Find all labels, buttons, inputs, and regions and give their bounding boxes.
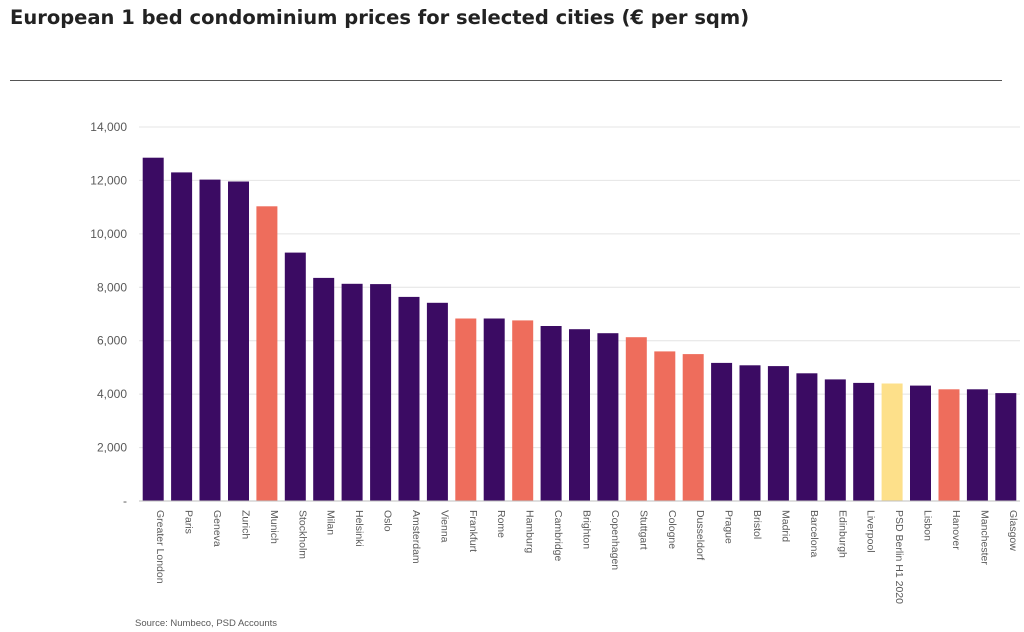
x-tick-label: Paris — [183, 510, 195, 534]
bar — [824, 379, 846, 501]
y-axis: - 2,000 4,000 6,000 8,000 10,000 12,000 14,000 — [90, 120, 127, 508]
x-tick-label: Greater London — [154, 510, 166, 584]
bar — [540, 326, 562, 501]
bar — [256, 206, 278, 502]
x-tick-label: Brighton — [581, 510, 593, 549]
bar — [426, 302, 448, 501]
x-tick-label: Stockholm — [296, 510, 308, 559]
bar — [370, 284, 392, 501]
bars — [142, 157, 1017, 502]
x-axis: Greater London Paris Geneva Zurich Munich Sto… — [139, 500, 1020, 604]
y-tick-label: 2,000 — [97, 441, 127, 455]
bar — [739, 365, 761, 501]
bar — [910, 385, 931, 501]
y-tick-label: 10,000 — [90, 227, 127, 241]
bar — [142, 157, 164, 501]
x-tick-label: Zurich — [240, 510, 252, 539]
bar — [569, 329, 590, 501]
x-tick-label: Hanover — [950, 510, 962, 550]
x-tick-label: Hamburg — [524, 510, 536, 553]
x-tick-label: Liverpool — [865, 510, 877, 553]
x-tick-label: Oslo — [382, 510, 394, 532]
y-tick-label: 14,000 — [90, 120, 127, 134]
bar — [711, 362, 733, 501]
x-tick-label: Glasgow — [1007, 510, 1019, 551]
x-tick-label: Manchester — [978, 510, 990, 565]
bar — [228, 181, 249, 501]
bar — [938, 389, 960, 501]
bar — [767, 366, 789, 501]
source-note: Source: Numbeco, PSD Accounts — [135, 618, 278, 629]
x-tick-label: Cambridge — [552, 510, 564, 562]
y-tick-label: 12,000 — [90, 173, 127, 187]
x-tick-label: Amsterdam — [410, 510, 422, 564]
x-tick-label: Edinburgh — [836, 510, 848, 558]
bar — [853, 382, 875, 501]
bar — [995, 393, 1017, 501]
x-tick-label: Prague — [723, 510, 735, 544]
bar — [398, 296, 420, 501]
bar — [597, 333, 619, 501]
x-tick-label: Vienna — [438, 510, 450, 543]
bar — [483, 318, 505, 501]
x-tick-label: PSD Berlin H1 2020 — [893, 510, 905, 604]
bar — [313, 277, 335, 501]
bar — [881, 383, 903, 501]
y-tick-label: - — [123, 494, 127, 508]
bar — [625, 337, 647, 501]
x-tick-label: Barcelona — [808, 510, 820, 557]
bar — [512, 320, 534, 501]
bar — [341, 283, 363, 501]
x-tick-label: Rome — [495, 510, 507, 538]
x-tick-label: Geneva — [211, 510, 223, 547]
bar — [171, 172, 193, 501]
x-tick-label: Lisbon — [922, 510, 934, 541]
chart-title: European 1 bed condominium prices for se… — [10, 6, 750, 29]
x-tick-label: Frankfurt — [467, 510, 479, 552]
bar — [199, 179, 221, 501]
title-divider — [10, 80, 1002, 81]
y-tick-label: 4,000 — [97, 387, 127, 401]
x-tick-label: Milan — [325, 510, 337, 535]
bar — [455, 318, 477, 501]
x-tick-label: Madrid — [779, 510, 791, 542]
x-tick-label: Copenhagen — [609, 510, 621, 570]
x-tick-label: Bristol — [751, 510, 763, 539]
bar — [682, 354, 704, 501]
bar — [796, 373, 818, 501]
y-tick-label: 6,000 — [97, 334, 127, 348]
bar — [654, 351, 676, 501]
x-tick-label: Helsinki — [353, 510, 365, 547]
x-tick-label: Munich — [268, 510, 280, 544]
y-tick-label: 8,000 — [97, 280, 127, 294]
x-tick-label: Stuttgart — [637, 510, 649, 550]
bar — [966, 389, 988, 501]
bar — [284, 252, 306, 501]
x-tick-label: Dusseldorf — [694, 510, 706, 560]
x-tick-label: Cologne — [666, 510, 678, 549]
